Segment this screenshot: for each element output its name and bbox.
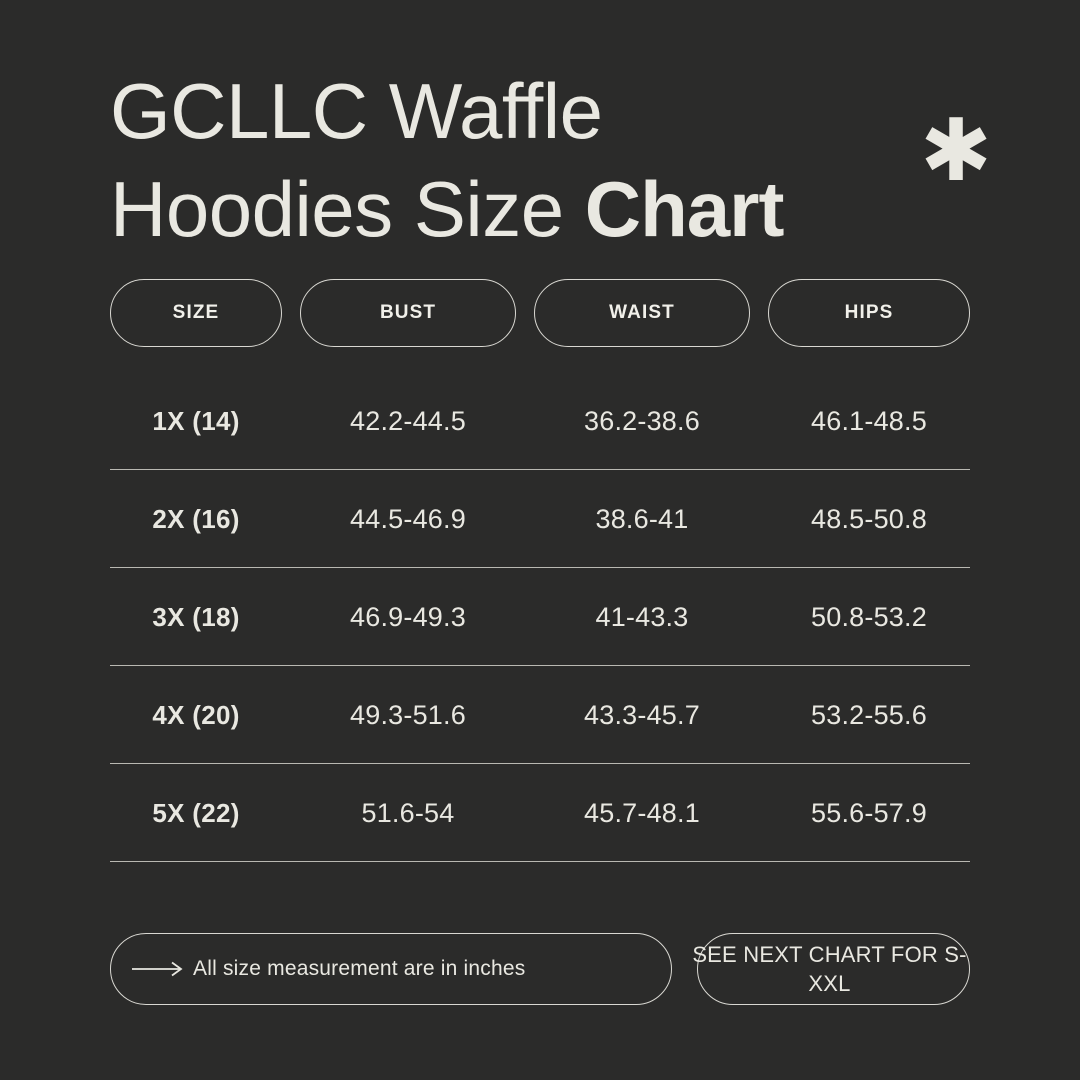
size-table: 1X (14) 42.2-44.5 36.2-38.6 46.1-48.5 2X… — [110, 372, 970, 862]
cell-bust: 49.3-51.6 — [350, 699, 466, 730]
measurement-note-pill: All size measurement are in inches — [110, 933, 672, 1005]
cell-hips: 48.5-50.8 — [811, 503, 927, 534]
table-header-row: SIZE BUST WAIST HIPS — [110, 279, 970, 347]
row-divider — [110, 567, 970, 568]
table-row: 2X (16) 44.5-46.9 38.6-41 48.5-50.8 — [110, 470, 970, 568]
title-line-2-regular: Hoodies Size — [110, 165, 585, 253]
see-next-chart-button[interactable]: SEE NEXT CHART FOR S-XXL — [692, 933, 970, 1005]
measurement-note-text: All size measurement are in inches — [193, 957, 526, 980]
cell-waist: 38.6-41 — [595, 503, 689, 534]
asterisk-icon: ✱ — [920, 103, 993, 199]
footer: All size measurement are in inches SEE N… — [110, 933, 970, 1005]
cell-bust: 42.2-44.5 — [350, 405, 466, 436]
row-divider — [110, 861, 970, 862]
row-divider — [110, 665, 970, 666]
row-divider — [110, 763, 970, 764]
title-line-2: Hoodies Size Chart — [110, 160, 990, 258]
table-row: 5X (22) 51.6-54 45.7-48.1 55.6-57.9 — [110, 764, 970, 862]
table-row: 4X (20) 49.3-51.6 43.3-45.7 53.2-55.6 — [110, 666, 970, 764]
column-header-hips[interactable]: HIPS — [768, 279, 970, 347]
cell-bust: 46.9-49.3 — [350, 601, 466, 632]
column-header-waist[interactable]: WAIST — [534, 279, 750, 347]
column-header-size[interactable]: SIZE — [110, 279, 282, 347]
row-divider — [110, 469, 970, 470]
cell-bust: 44.5-46.9 — [350, 503, 466, 534]
cell-size: 3X (18) — [152, 601, 240, 632]
column-header-bust-label: BUST — [379, 302, 437, 323]
cell-waist: 36.2-38.6 — [584, 405, 700, 436]
cell-hips: 50.8-53.2 — [811, 601, 927, 632]
cell-waist: 45.7-48.1 — [584, 797, 700, 828]
cell-hips: 55.6-57.9 — [811, 797, 927, 828]
cell-size: 4X (20) — [152, 699, 240, 730]
title-line-1: GCLLC Waffle — [110, 67, 603, 155]
title-line-2-bold: Chart — [584, 165, 785, 253]
cell-size: 2X (16) — [152, 503, 240, 534]
cell-waist: 43.3-45.7 — [584, 699, 700, 730]
table-row: 3X (18) 46.9-49.3 41-43.3 50.8-53.2 — [110, 568, 970, 666]
cell-waist: 41-43.3 — [595, 601, 689, 632]
table-row: 1X (14) 42.2-44.5 36.2-38.6 46.1-48.5 — [110, 372, 970, 470]
column-header-hips-label: HIPS — [844, 302, 894, 323]
see-next-chart-label: SEE NEXT CHART FOR S-XXL — [692, 942, 967, 996]
cell-bust: 51.6-54 — [361, 797, 455, 828]
cell-hips: 53.2-55.6 — [811, 699, 927, 730]
arrow-right-icon — [129, 961, 187, 977]
column-header-bust[interactable]: BUST — [300, 279, 516, 347]
page-title: GCLLC Waffle Hoodies Size Chart — [110, 62, 990, 258]
cell-size: 1X (14) — [152, 405, 240, 436]
cell-size: 5X (22) — [152, 797, 240, 828]
column-header-waist-label: WAIST — [609, 302, 675, 323]
column-header-size-label: SIZE — [172, 302, 220, 323]
cell-hips: 46.1-48.5 — [811, 405, 927, 436]
